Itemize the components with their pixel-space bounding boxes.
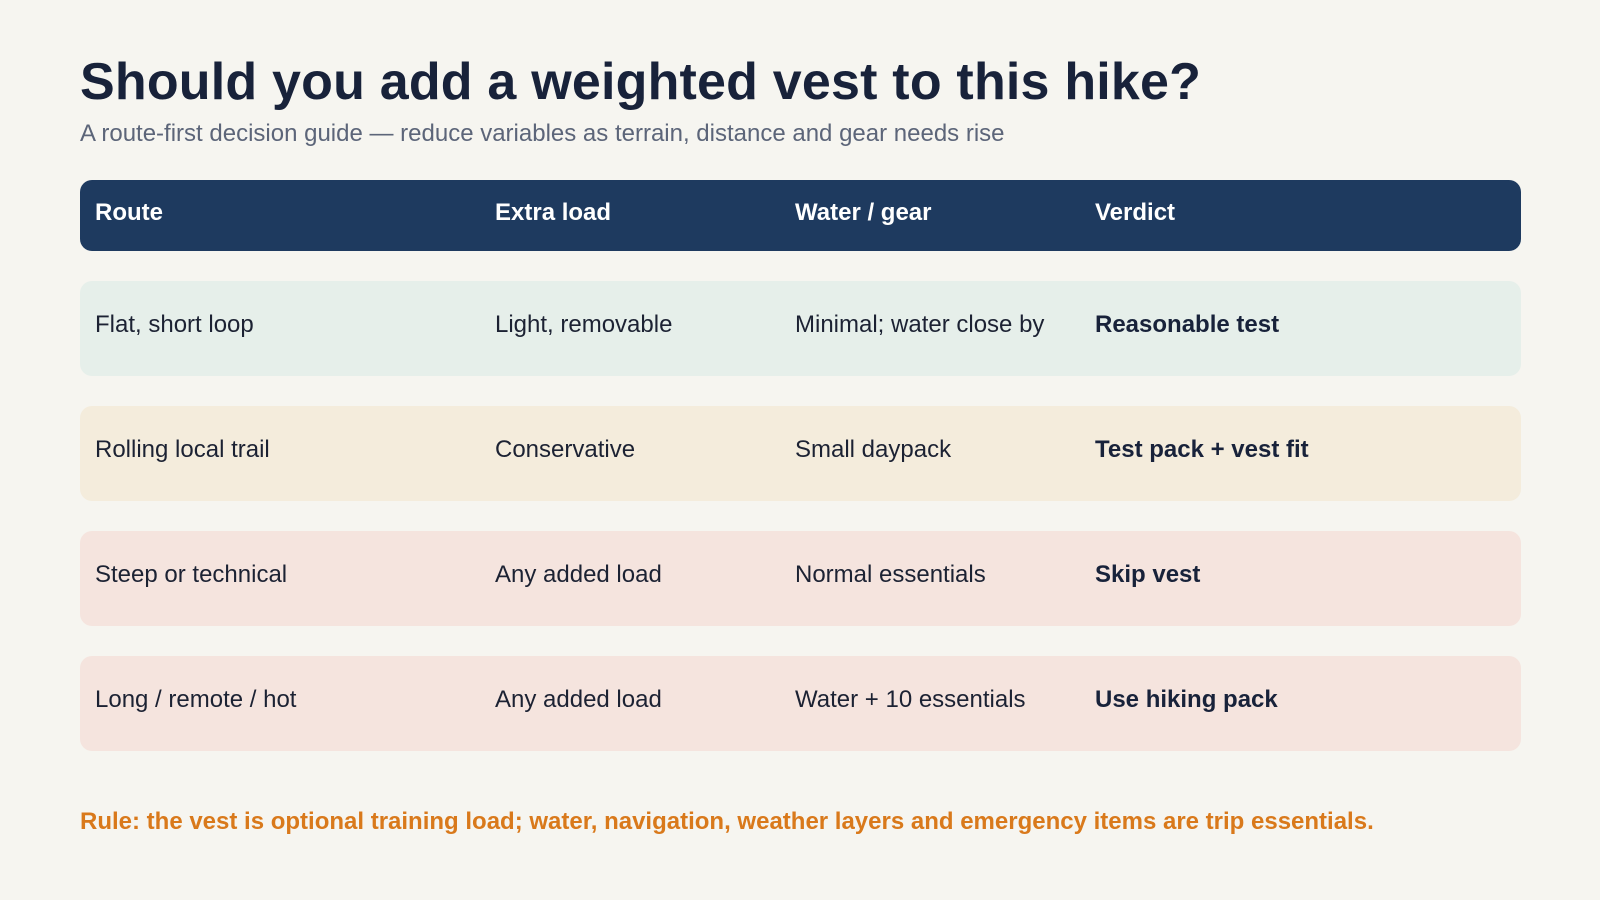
table-row: Steep or technical Any added load Normal… xyxy=(80,531,1521,626)
column-header-verdict: Verdict xyxy=(1095,199,1176,226)
page-title: Should you add a weighted vest to this h… xyxy=(80,53,1202,111)
extra-load-cell: Any added load xyxy=(495,685,662,713)
verdict-cell: Use hiking pack xyxy=(1095,685,1278,713)
page-subtitle: A route-first decision guide — reduce va… xyxy=(80,120,1005,147)
table-row: Long / remote / hot Any added load Water… xyxy=(80,656,1521,751)
table-row: Flat, short loop Light, removable Minima… xyxy=(80,281,1521,376)
extra-load-cell: Light, removable xyxy=(495,310,673,338)
extra-load-cell: Conservative xyxy=(495,435,636,463)
rule-note: Rule: the vest is optional training load… xyxy=(80,808,1374,835)
column-header-route: Route xyxy=(95,199,163,226)
verdict-cell: Skip vest xyxy=(1095,560,1201,588)
water-gear-cell: Normal essentials xyxy=(795,560,986,588)
route-cell: Long / remote / hot xyxy=(95,685,297,713)
route-cell: Flat, short loop xyxy=(95,310,254,338)
verdict-cell: Reasonable test xyxy=(1095,310,1280,338)
table-row: Rolling local trail Conservative Small d… xyxy=(80,406,1521,501)
table-header-row: Route Extra load Water / gear Verdict xyxy=(80,180,1521,251)
verdict-cell: Test pack + vest fit xyxy=(1095,435,1309,463)
column-header-water-gear: Water / gear xyxy=(795,199,932,226)
water-gear-cell: Water + 10 essentials xyxy=(795,685,1026,713)
extra-load-cell: Any added load xyxy=(495,560,662,588)
column-header-extra-load: Extra load xyxy=(495,199,612,226)
route-cell: Steep or technical xyxy=(95,560,288,588)
decision-table: Route Extra load Water / gear Verdict Fl… xyxy=(80,180,1521,751)
water-gear-cell: Minimal; water close by xyxy=(795,310,1045,338)
route-cell: Rolling local trail xyxy=(95,435,270,463)
water-gear-cell: Small daypack xyxy=(795,435,952,463)
